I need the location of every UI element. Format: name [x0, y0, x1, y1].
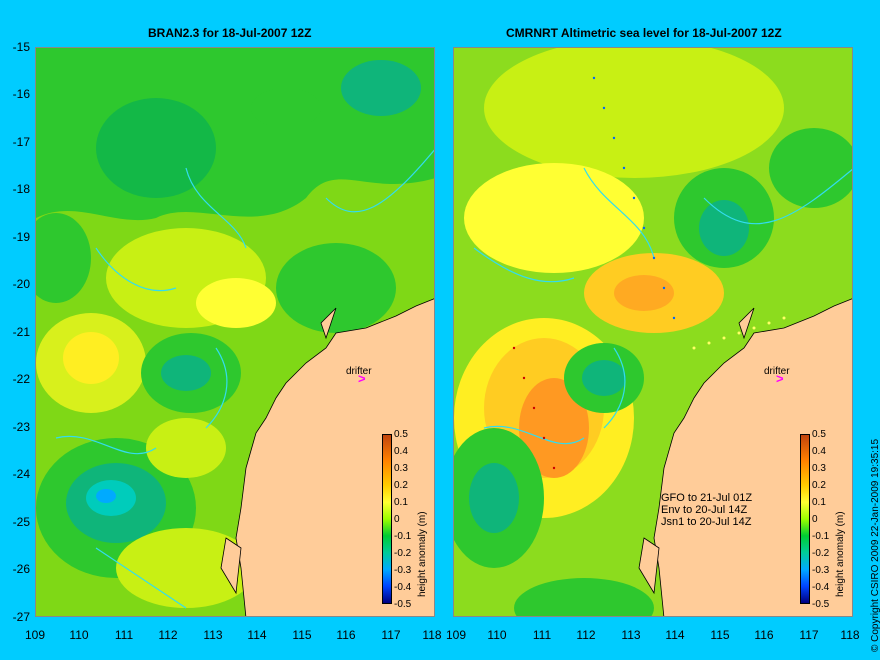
- left-map: [36, 48, 434, 616]
- left-map-panel: [35, 47, 435, 617]
- colorbar-tick-label: -0.1: [812, 531, 830, 542]
- y-axis-label: -23: [12, 420, 30, 434]
- colorbar-tick-label: 0.1: [394, 497, 408, 508]
- right-map-panel: [453, 47, 853, 617]
- x-axis-label: 110: [69, 628, 89, 642]
- y-axis-label: -15: [12, 40, 30, 54]
- colorbar-tick-label: 0.2: [812, 480, 826, 491]
- colorbar-tick-label: -0.5: [812, 599, 830, 610]
- x-axis-label: 115: [292, 628, 312, 642]
- colorbar-tick-label: 0.4: [812, 446, 826, 457]
- x-axis-label: 109: [24, 628, 46, 642]
- x-axis-label: 117: [381, 628, 401, 642]
- colorbar-tick-label: -0.2: [812, 548, 830, 559]
- y-axis-label: -16: [12, 87, 30, 101]
- y-axis-label: -24: [12, 467, 30, 481]
- colorbar-tick-label: 0.3: [394, 463, 408, 474]
- x-axis-label: 111: [532, 628, 552, 642]
- copyright-text: © Copyright CSIRO 2009 22-Jan-2009 19:35…: [870, 438, 880, 652]
- colorbar-unit-label: height anomaly (m): [417, 511, 428, 597]
- x-axis-label: 115: [710, 628, 730, 642]
- colorbar-tick-label: -0.4: [812, 582, 830, 593]
- drifter-marker-icon: >: [776, 371, 784, 386]
- x-axis-label: 117: [799, 628, 819, 642]
- colorbar-tick-label: 0.5: [394, 429, 408, 440]
- satellite-info: GFO to 21-Jul 01Z: [661, 492, 753, 504]
- colorbar-tick-label: -0.4: [394, 582, 412, 593]
- x-axis-label: 111: [114, 628, 134, 642]
- x-axis-label: 116: [336, 628, 356, 642]
- colorbar-tick-label: -0.5: [394, 599, 412, 610]
- colorbar-tick-label: 0.4: [394, 446, 408, 457]
- right-panel-title: CMRNRT Altimetric sea level for 18-Jul-2…: [506, 26, 782, 40]
- y-axis-label: -26: [12, 562, 30, 576]
- drifter-label: drifter: [764, 366, 790, 377]
- drifter-label: drifter: [346, 366, 372, 377]
- satellite-info: Jsn1 to 20-Jul 14Z: [661, 516, 752, 528]
- y-axis-label: -21: [12, 325, 30, 339]
- x-axis-label: 113: [621, 628, 641, 642]
- y-axis-label: -27: [12, 610, 30, 624]
- colorbar-tick-label: -0.2: [394, 548, 412, 559]
- right-map: [454, 48, 852, 616]
- x-axis-label: 116: [754, 628, 774, 642]
- x-axis-label: 118: [840, 628, 860, 642]
- y-axis-label: -17: [12, 135, 30, 149]
- x-axis-label: 112: [576, 628, 596, 642]
- colorbar-tick-label: 0.2: [394, 480, 408, 491]
- y-axis-label: -18: [12, 182, 30, 196]
- colorbar-tick-label: 0: [394, 514, 400, 525]
- x-axis-label: 113: [203, 628, 223, 642]
- colorbar-tick-label: -0.3: [812, 565, 830, 576]
- x-axis-label: 114: [247, 628, 267, 642]
- y-axis-label: -20: [12, 277, 30, 291]
- x-axis-label: 118: [422, 628, 442, 642]
- y-axis-label: -19: [12, 230, 30, 244]
- colorbar: [800, 434, 810, 604]
- colorbar-tick-label: 0.3: [812, 463, 826, 474]
- colorbar: [382, 434, 392, 604]
- x-axis-label: 112: [158, 628, 178, 642]
- colorbar-tick-label: -0.3: [394, 565, 412, 576]
- colorbar-tick-label: 0.5: [812, 429, 826, 440]
- satellite-info: Env to 20-Jul 14Z: [661, 504, 748, 516]
- drifter-marker-icon: >: [358, 371, 366, 386]
- y-axis-label: -22: [12, 372, 30, 386]
- y-axis-label: -25: [12, 515, 30, 529]
- x-axis-label: 109: [445, 628, 467, 642]
- colorbar-tick-label: 0.1: [812, 497, 826, 508]
- colorbar-tick-label: -0.1: [394, 531, 412, 542]
- colorbar-tick-label: 0: [812, 514, 818, 525]
- x-axis-label: 110: [487, 628, 507, 642]
- x-axis-label: 114: [665, 628, 685, 642]
- left-panel-title: BRAN2.3 for 18-Jul-2007 12Z: [148, 26, 312, 40]
- colorbar-unit-label: height anomaly (m): [835, 511, 846, 597]
